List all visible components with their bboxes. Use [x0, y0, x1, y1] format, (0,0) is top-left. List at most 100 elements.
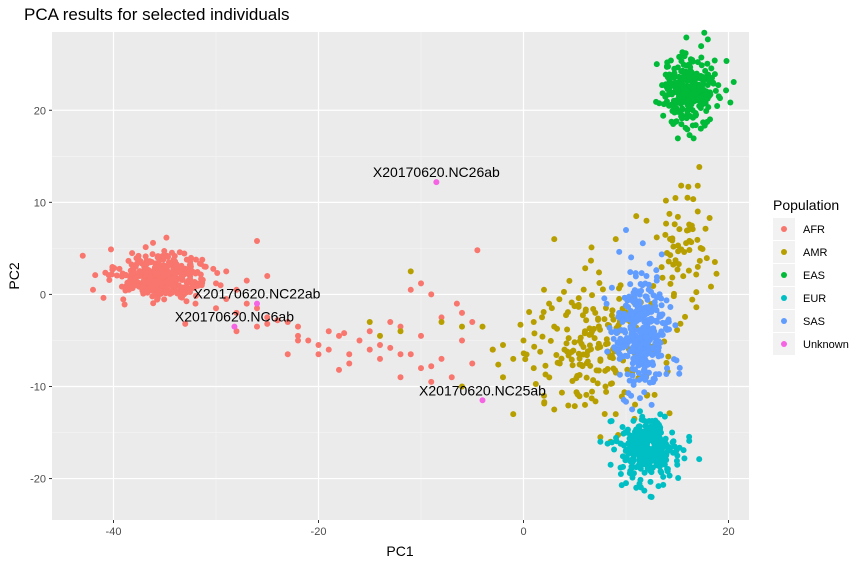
- point-sas: [641, 389, 648, 396]
- point-eur: [664, 466, 671, 473]
- point-afr: [79, 252, 86, 259]
- point-eas: [653, 61, 660, 68]
- point-amr: [495, 361, 502, 368]
- point-eur: [656, 463, 663, 470]
- point-amr: [608, 312, 615, 319]
- point-amr: [576, 372, 583, 379]
- point-afr: [122, 287, 129, 294]
- point-afr: [254, 238, 260, 245]
- point-afr: [162, 290, 169, 297]
- point-amr: [596, 280, 603, 287]
- point-eur: [633, 426, 640, 433]
- point-amr: [711, 259, 718, 266]
- point-amr: [366, 319, 373, 326]
- point-sas: [610, 335, 617, 342]
- point-eas: [698, 43, 705, 50]
- point-eur: [674, 461, 681, 468]
- legend-label: Unknown: [803, 339, 849, 351]
- point-afr: [346, 360, 353, 367]
- point-afr: [448, 374, 455, 381]
- point-afr: [153, 264, 160, 271]
- point-eas: [698, 54, 705, 61]
- point-sas: [624, 371, 631, 378]
- point-eur: [656, 448, 663, 455]
- point-amr: [672, 194, 679, 201]
- y-tick-label: 0: [40, 289, 46, 301]
- point-sas: [663, 297, 670, 304]
- point-afr: [377, 342, 383, 349]
- point-afr: [153, 270, 160, 277]
- point-sas: [629, 365, 636, 372]
- point-sas: [608, 284, 615, 291]
- point-amr: [510, 411, 517, 418]
- point-amr: [651, 391, 658, 398]
- point-sas: [612, 328, 619, 335]
- point-eur: [651, 444, 658, 451]
- point-afr: [169, 281, 176, 288]
- point-eas: [663, 92, 670, 99]
- point-afr: [90, 286, 96, 293]
- point-amr: [674, 213, 681, 220]
- point-afr: [407, 351, 414, 358]
- point-amr: [674, 326, 681, 333]
- y-tick-label: 10: [34, 197, 46, 209]
- point-eas: [660, 112, 667, 119]
- point-amr: [602, 383, 609, 390]
- point-afr: [165, 253, 172, 260]
- point-eas: [697, 72, 704, 79]
- point-amr: [575, 303, 582, 310]
- point-amr: [500, 342, 506, 349]
- point-amr: [653, 234, 660, 241]
- legend-label: EAS: [803, 270, 825, 282]
- point-unknown: [254, 300, 260, 307]
- point-sas: [653, 294, 660, 301]
- point-afr: [295, 332, 301, 339]
- point-afr: [197, 271, 204, 278]
- point-amr: [510, 355, 517, 362]
- point-amr: [584, 348, 591, 355]
- point-afr: [154, 295, 161, 302]
- point-afr: [124, 279, 131, 286]
- point-afr: [134, 282, 141, 289]
- point-amr: [553, 352, 560, 359]
- point-afr: [213, 305, 219, 312]
- point-afr: [147, 258, 154, 265]
- point-amr: [540, 309, 547, 316]
- point-afr: [159, 286, 166, 293]
- point-sas: [652, 371, 659, 378]
- point-afr: [325, 328, 332, 335]
- point-eas: [704, 60, 711, 67]
- point-amr: [591, 335, 598, 342]
- point-amr: [694, 208, 701, 215]
- point-amr: [690, 196, 697, 203]
- point-afr: [142, 244, 149, 251]
- point-amr: [578, 340, 585, 347]
- point-afr: [341, 330, 348, 337]
- point-amr: [670, 243, 677, 250]
- point-afr: [122, 272, 129, 279]
- point-amr: [671, 221, 678, 228]
- point-eur: [670, 438, 677, 445]
- point-afr: [188, 268, 195, 275]
- point-afr: [118, 283, 125, 290]
- point-amr: [580, 351, 587, 358]
- point-sas: [603, 300, 610, 307]
- point-amr: [541, 286, 547, 293]
- y-tick-label: 20: [34, 105, 46, 117]
- point-afr: [187, 276, 194, 283]
- point-eas: [670, 121, 677, 128]
- point-afr: [295, 323, 301, 330]
- point-afr: [315, 351, 322, 358]
- point-amr: [590, 325, 597, 332]
- point-annotations: X20170620.NC26ab X20170620.NC22ab X2017062…: [175, 164, 546, 398]
- point-sas: [627, 281, 634, 288]
- point-sas: [676, 370, 683, 377]
- point-amr: [675, 248, 682, 255]
- point-eas: [686, 132, 693, 139]
- point-amr: [489, 346, 496, 353]
- point-eur: [607, 418, 614, 425]
- point-sas: [645, 369, 652, 376]
- point-afr: [418, 365, 424, 372]
- point-afr: [107, 246, 114, 253]
- x-tick-label: 20: [722, 526, 734, 538]
